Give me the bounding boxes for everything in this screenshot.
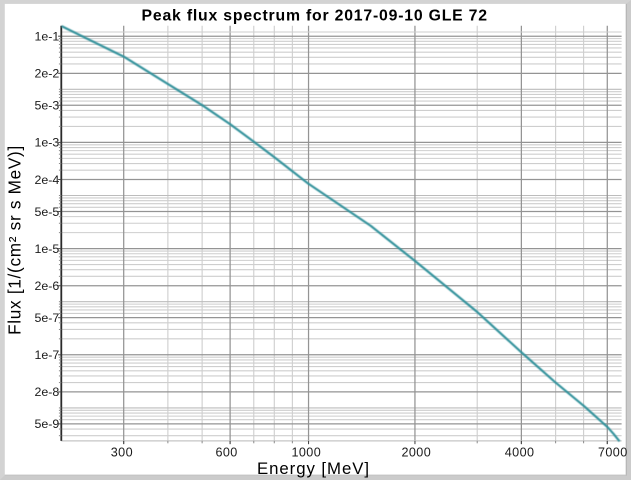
svg-text:600: 600	[215, 446, 237, 460]
svg-text:Peak flux spectrum for 2017-09: Peak flux spectrum for 2017-09-10 GLE 72	[142, 8, 488, 25]
svg-text:Flux [1/(cm² sr s MeV)]: Flux [1/(cm² sr s MeV)]	[4, 145, 24, 335]
svg-text:7000: 7000	[598, 446, 628, 460]
svg-text:1000: 1000	[291, 446, 321, 460]
svg-text:2e-8: 2e-8	[34, 385, 59, 399]
svg-text:5e-3: 5e-3	[34, 99, 59, 113]
svg-text:Energy [MeV]: Energy [MeV]	[257, 459, 370, 478]
svg-text:300: 300	[111, 446, 133, 460]
svg-text:1e-1: 1e-1	[34, 30, 59, 44]
svg-text:2e-2: 2e-2	[34, 67, 59, 81]
svg-text:5e-9: 5e-9	[34, 417, 59, 431]
svg-text:4000: 4000	[505, 446, 535, 460]
svg-text:2e-6: 2e-6	[34, 279, 59, 293]
svg-text:5e-5: 5e-5	[34, 205, 59, 219]
svg-text:2000: 2000	[401, 446, 431, 460]
svg-text:1e-5: 1e-5	[34, 242, 59, 256]
svg-text:2e-4: 2e-4	[34, 173, 59, 187]
svg-text:1e-3: 1e-3	[34, 136, 59, 150]
svg-text:5e-7: 5e-7	[34, 311, 59, 325]
svg-text:1e-7: 1e-7	[34, 348, 59, 362]
